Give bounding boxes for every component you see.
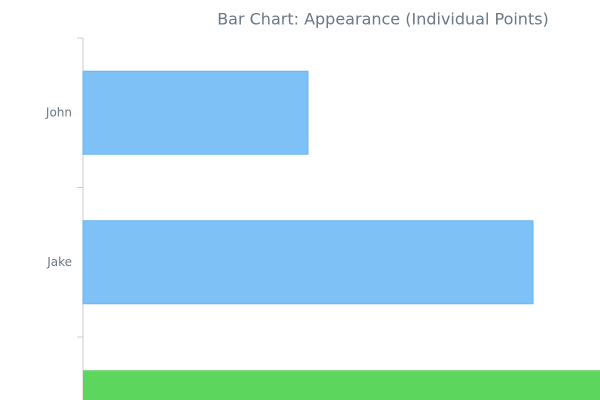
chart-title: Bar Chart: Appearance (Individual Points…: [217, 10, 549, 29]
y-tick-label: John: [45, 105, 72, 119]
bar: [82, 220, 534, 305]
bar: [82, 70, 309, 155]
y-tick-label: Jake: [46, 255, 72, 269]
bar: [83, 370, 600, 400]
